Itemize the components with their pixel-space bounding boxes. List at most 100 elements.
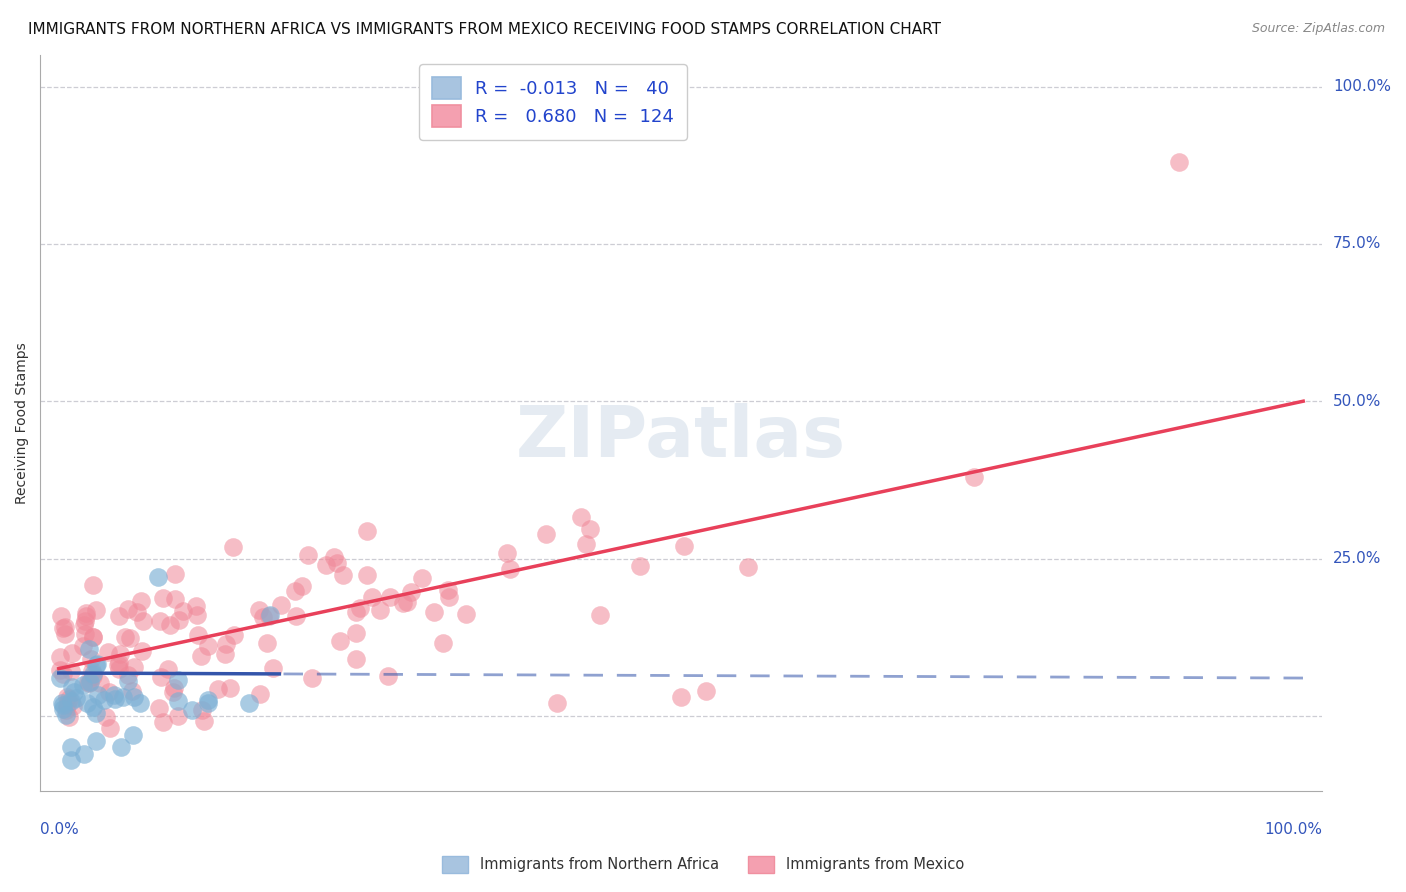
Point: [437, 583, 460, 598]
Point: [82, 667, 104, 681]
Point: [291, 579, 314, 593]
Point: [380, 590, 402, 604]
Point: [162, 685, 184, 699]
Text: 50.0%: 50.0%: [1333, 393, 1381, 409]
Point: [432, 636, 454, 650]
Point: [52, 667, 75, 681]
Point: [344, 652, 367, 666]
Point: [546, 696, 568, 710]
Point: [49, 663, 72, 677]
Point: [224, 628, 246, 642]
Point: [360, 590, 382, 604]
Point: [222, 540, 245, 554]
Point: [536, 526, 558, 541]
Point: [60, 664, 83, 678]
Point: [53, 627, 76, 641]
Point: [103, 688, 125, 702]
Point: [73, 747, 96, 761]
Point: [82, 699, 104, 714]
Point: [218, 681, 240, 695]
Point: [495, 546, 517, 560]
Point: [104, 691, 127, 706]
Point: [49, 671, 72, 685]
Point: [107, 662, 129, 676]
Point: [107, 658, 129, 673]
Point: [60, 647, 83, 661]
Point: [131, 644, 153, 658]
Point: [284, 583, 307, 598]
Point: [75, 609, 97, 624]
Point: [569, 510, 592, 524]
Point: [270, 598, 292, 612]
Point: [181, 703, 204, 717]
Point: [84, 658, 107, 673]
Point: [377, 669, 399, 683]
Point: [257, 608, 280, 623]
Point: [156, 663, 179, 677]
Point: [197, 639, 219, 653]
Point: [186, 599, 208, 613]
Point: [97, 684, 120, 698]
Point: [159, 618, 181, 632]
Point: [49, 609, 72, 624]
Point: [737, 560, 759, 574]
Point: [77, 674, 100, 689]
Point: [329, 634, 352, 648]
Point: [118, 631, 141, 645]
Point: [122, 659, 145, 673]
Point: [58, 710, 80, 724]
Point: [187, 628, 209, 642]
Point: [111, 690, 134, 705]
Point: [399, 585, 422, 599]
Point: [152, 591, 174, 606]
Point: [60, 753, 83, 767]
Point: [695, 683, 717, 698]
Point: [84, 602, 107, 616]
Point: [93, 693, 115, 707]
Point: [149, 670, 172, 684]
Point: [65, 691, 87, 706]
Point: [391, 596, 413, 610]
Point: [82, 664, 104, 678]
Point: [94, 710, 117, 724]
Point: [259, 608, 281, 623]
Point: [108, 656, 131, 670]
Point: [56, 690, 79, 704]
Point: [152, 714, 174, 729]
Point: [82, 630, 104, 644]
Point: [207, 682, 229, 697]
Point: [249, 687, 271, 701]
Point: [197, 696, 219, 710]
Point: [60, 681, 83, 695]
Point: [114, 631, 136, 645]
Point: [80, 652, 103, 666]
Point: [396, 595, 419, 609]
Point: [163, 681, 186, 695]
Text: IMMIGRANTS FROM NORTHERN AFRICA VS IMMIGRANTS FROM MEXICO RECEIVING FOOD STAMPS : IMMIGRANTS FROM NORTHERN AFRICA VS IMMIG…: [28, 22, 941, 37]
Point: [121, 684, 143, 698]
Point: [76, 696, 98, 710]
Y-axis label: Receiving Food Stamps: Receiving Food Stamps: [15, 343, 30, 504]
Point: [49, 650, 72, 665]
Point: [108, 609, 131, 624]
Point: [249, 603, 271, 617]
Point: [163, 592, 186, 607]
Point: [238, 696, 260, 710]
Point: [89, 676, 111, 690]
Text: 100.0%: 100.0%: [1333, 79, 1391, 94]
Point: [129, 594, 152, 608]
Point: [51, 696, 73, 710]
Legend: R =  -0.013   N =   40, R =   0.680   N =  124: R = -0.013 N = 40, R = 0.680 N = 124: [419, 64, 686, 140]
Point: [284, 609, 307, 624]
Point: [55, 698, 77, 713]
Text: Source: ZipAtlas.com: Source: ZipAtlas.com: [1251, 22, 1385, 36]
Point: [214, 648, 236, 662]
Point: [344, 626, 367, 640]
Point: [53, 620, 76, 634]
Point: [149, 614, 172, 628]
Point: [77, 676, 100, 690]
Point: [63, 684, 86, 698]
Point: [349, 600, 371, 615]
Point: [52, 621, 75, 635]
Text: 75.0%: 75.0%: [1333, 236, 1381, 252]
